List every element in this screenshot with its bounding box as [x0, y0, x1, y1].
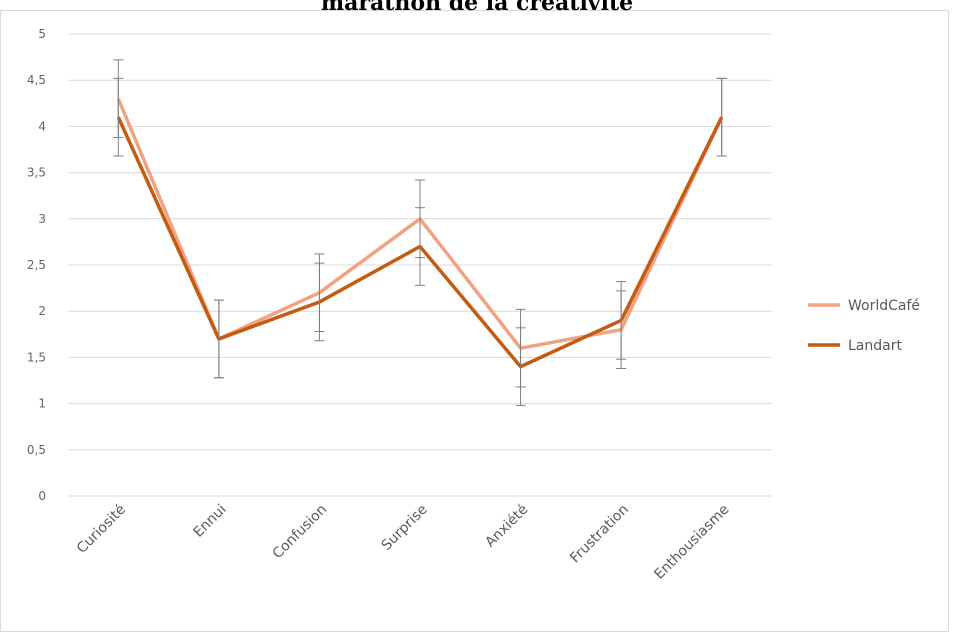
y-tick-label: 4,5: [27, 73, 46, 87]
legend-label: WorldCafé: [848, 298, 920, 314]
error-bars: [113, 59, 727, 406]
chart-border: [0, 10, 949, 632]
y-tick-label: 1: [38, 397, 46, 411]
chart-title: marathon de la créativité: [321, 0, 633, 16]
y-tick-label: 0: [38, 489, 46, 503]
legend-label: Landart: [848, 338, 902, 354]
y-tick-label: 3: [38, 212, 46, 226]
y-tick-label: 4: [38, 119, 46, 133]
legend: WorldCafé Landart: [808, 298, 920, 354]
y-axis-ticks: 0 0,5 1 1,5 2 2,5 3 3,5 4 4,5 5: [27, 27, 46, 503]
y-tick-label: 1,5: [27, 350, 46, 364]
y-tick-label: 2,5: [27, 258, 46, 272]
y-tick-label: 5: [38, 27, 46, 41]
y-tick-label: 3,5: [27, 166, 46, 180]
y-tick-label: 0,5: [27, 443, 46, 457]
y-tick-label: 2: [38, 304, 46, 318]
